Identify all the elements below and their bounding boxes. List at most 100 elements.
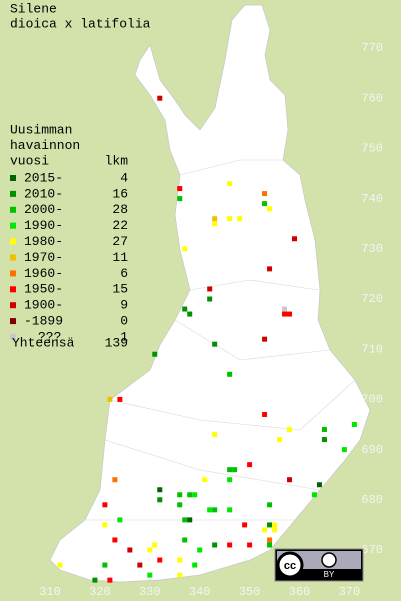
legend-count: 6	[120, 266, 128, 281]
grid-square	[341, 447, 347, 453]
grid-square	[267, 266, 273, 272]
legend-count: 11	[112, 250, 128, 265]
y-tick-label: 710	[361, 342, 383, 356]
grid-square	[287, 311, 293, 317]
grid-square	[262, 201, 268, 207]
title: Silene	[10, 1, 57, 16]
grid-square	[212, 432, 218, 438]
grid-square	[212, 216, 218, 222]
grid-square	[157, 497, 163, 503]
legend-count: 1	[120, 329, 128, 344]
y-tick-label: 730	[361, 242, 383, 256]
grid-square	[152, 351, 158, 357]
grid-square	[102, 562, 108, 568]
y-tick-label: 670	[361, 543, 383, 557]
grid-square	[192, 492, 198, 498]
x-tick-label: 320	[89, 585, 111, 599]
legend-label: 2015-	[24, 170, 63, 185]
legend-count: 15	[112, 282, 128, 297]
grid-square	[262, 336, 268, 342]
x-tick-label: 330	[139, 585, 161, 599]
grid-square	[177, 557, 183, 563]
grid-square	[127, 547, 133, 553]
grid-square	[227, 477, 233, 483]
grid-square	[272, 527, 278, 533]
grid-square	[227, 507, 233, 513]
legend-swatch	[10, 175, 16, 181]
grid-square	[182, 246, 188, 252]
grid-square	[112, 537, 118, 543]
grid-square	[227, 216, 233, 222]
grid-square	[267, 206, 273, 212]
grid-square	[267, 542, 273, 548]
grid-square	[282, 311, 288, 317]
grid-square	[311, 492, 317, 498]
grid-square	[292, 236, 298, 242]
x-tick-label: 310	[39, 585, 61, 599]
grid-square	[287, 427, 293, 433]
grid-square	[282, 306, 288, 312]
x-tick-label: 360	[289, 585, 311, 599]
legend-swatch	[10, 190, 16, 197]
grid-square	[107, 577, 113, 583]
grid-square	[212, 221, 218, 227]
y-tick-label: 680	[361, 493, 383, 507]
legend-swatch	[10, 206, 16, 213]
legend-label: -1899	[24, 314, 63, 329]
grid-square	[207, 296, 213, 302]
grid-square	[182, 517, 188, 523]
grid-square	[177, 572, 183, 578]
grid-square	[321, 437, 327, 443]
by-icon	[321, 552, 337, 568]
grid-square	[157, 95, 163, 101]
grid-square	[107, 396, 113, 402]
cc-icon	[276, 551, 304, 579]
by-text: BY	[324, 570, 335, 579]
y-tick-label: 760	[361, 91, 383, 105]
grid-square	[177, 492, 183, 498]
grid-square	[272, 522, 278, 528]
grid-square	[247, 542, 253, 548]
grid-square	[232, 467, 238, 473]
total-count: 139	[105, 335, 128, 350]
grid-square	[192, 562, 198, 568]
x-tick-label: 340	[189, 585, 211, 599]
grid-square	[227, 467, 233, 473]
grid-square	[316, 482, 322, 488]
legend-swatch	[10, 334, 16, 340]
grid-square	[92, 577, 98, 583]
legend-heading: Uusimman	[10, 122, 72, 137]
grid-square	[267, 537, 273, 543]
legend-swatch	[10, 222, 16, 229]
total-label: Yhteensä	[12, 335, 75, 350]
grid-square	[207, 286, 213, 292]
legend-heading: havainnon	[10, 138, 80, 153]
legend-label: 1990-	[24, 218, 63, 233]
grid-square	[137, 562, 143, 568]
grid-square	[287, 477, 293, 483]
y-tick-label: 770	[361, 41, 383, 55]
grid-square	[242, 522, 248, 528]
grid-square	[197, 547, 203, 553]
legend-count: 9	[120, 298, 128, 313]
grid-square	[262, 191, 268, 197]
y-tick-label: 700	[361, 393, 383, 407]
legend-label: 1980-	[24, 234, 63, 249]
grid-square	[102, 522, 108, 528]
legend-swatch	[10, 286, 16, 293]
grid-square	[102, 502, 108, 508]
grid-square	[267, 522, 273, 528]
grid-square	[182, 537, 188, 543]
grid-square	[187, 492, 193, 498]
legend-count-heading: lkm	[105, 153, 129, 168]
grid-square	[237, 216, 243, 222]
grid-square	[57, 562, 63, 568]
grid-square	[267, 502, 273, 508]
license-badge: cc BY	[274, 548, 364, 582]
x-tick-label: 370	[339, 585, 361, 599]
legend-count: 4	[120, 170, 128, 185]
y-tick-label: 750	[361, 142, 383, 156]
grid-square	[202, 477, 208, 483]
legend-swatch	[10, 254, 16, 261]
